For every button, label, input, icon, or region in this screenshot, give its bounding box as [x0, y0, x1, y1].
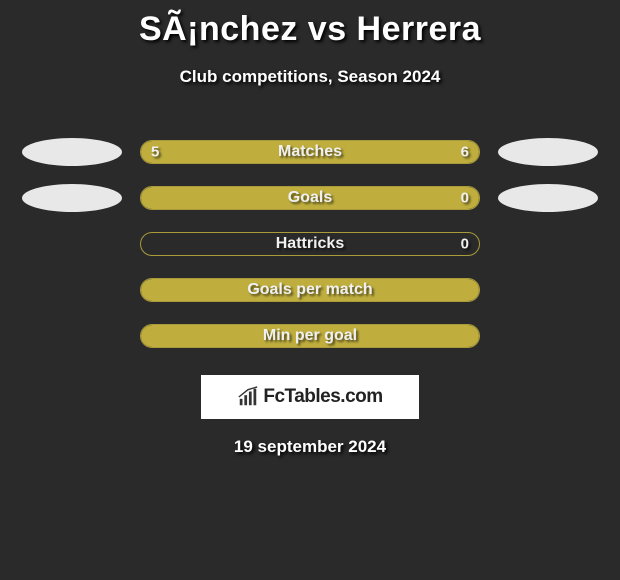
bar-fill-left [141, 141, 293, 163]
page-title: SÃ¡nchez vs Herrera [0, 0, 620, 49]
comparison-row: 0Hattricks [0, 221, 620, 267]
chart-icon [237, 386, 259, 408]
stat-value-right: 6 [461, 144, 469, 161]
stat-bar: 0Goals [140, 186, 480, 210]
comparison-row: 0Goals [0, 175, 620, 221]
bar-fill [141, 187, 479, 209]
page-subtitle: Club competitions, Season 2024 [0, 67, 620, 87]
comparison-row: 56Matches [0, 129, 620, 175]
logo-text: FcTables.com [263, 386, 382, 408]
stat-bar: 56Matches [140, 140, 480, 164]
stat-bar: Goals per match [140, 278, 480, 302]
bar-fill [141, 325, 479, 347]
stat-value-right: 0 [461, 190, 469, 207]
date-label: 19 september 2024 [0, 437, 620, 457]
logo-box[interactable]: FcTables.com [201, 375, 419, 419]
bar-fill [141, 279, 479, 301]
player-right-ellipse [498, 138, 598, 166]
comparison-row: Min per goal [0, 313, 620, 359]
stat-bar: Min per goal [140, 324, 480, 348]
stat-value-left: 5 [151, 144, 159, 161]
stat-label: Hattricks [141, 235, 479, 253]
player-left-ellipse [22, 184, 122, 212]
comparison-rows: 56Matches0Goals0HattricksGoals per match… [0, 129, 620, 359]
bar-fill-right [293, 141, 479, 163]
stat-bar: 0Hattricks [140, 232, 480, 256]
player-right-ellipse [498, 184, 598, 212]
comparison-row: Goals per match [0, 267, 620, 313]
player-left-ellipse [22, 138, 122, 166]
stat-value-right: 0 [461, 236, 469, 253]
